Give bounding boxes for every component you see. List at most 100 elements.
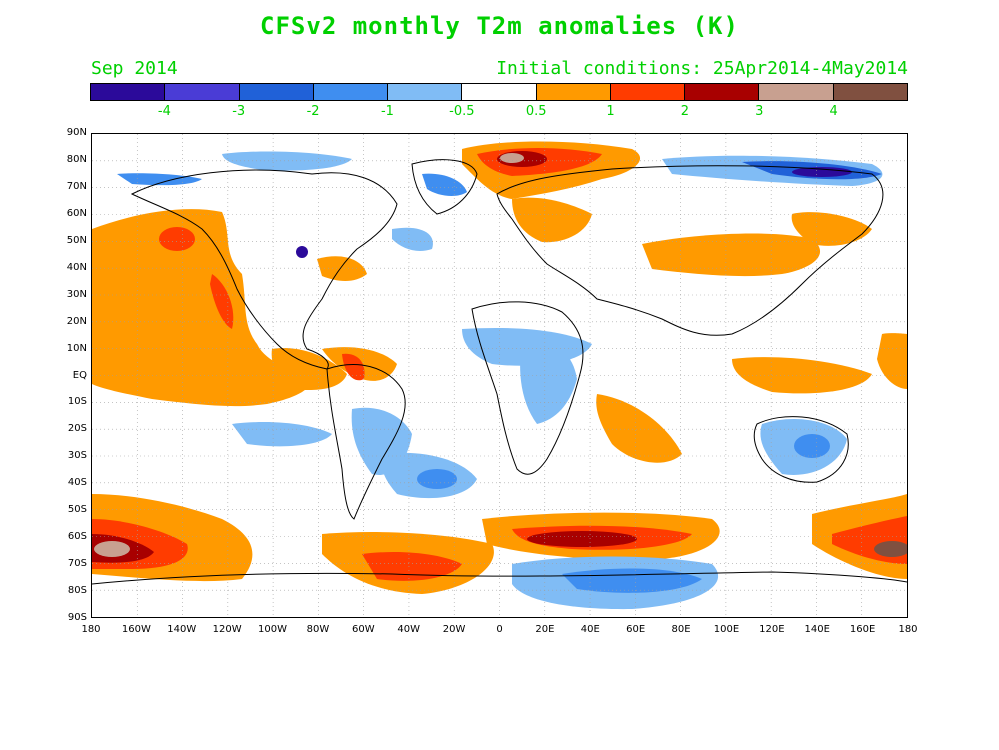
- latitude-label: 60N: [66, 207, 87, 219]
- latitude-label: 50N: [66, 234, 87, 246]
- longitude-label: 20W: [442, 624, 466, 635]
- warm-region-nw-atlantic: [317, 256, 367, 281]
- longitude-label: 160W: [121, 624, 151, 635]
- latitude-label: 20S: [67, 423, 87, 435]
- warm-region-asia: [642, 233, 821, 277]
- color-scale-label: -1: [380, 104, 394, 119]
- graticule: [92, 134, 907, 617]
- cool-region-alaska: [117, 173, 202, 186]
- cool-region-south-pacific: [232, 422, 332, 447]
- latitude-label: 60S: [67, 531, 87, 543]
- cool-region-n-atlantic: [392, 227, 433, 251]
- warm-region-europe: [512, 197, 592, 243]
- very-hot-spot-southern-east: [874, 541, 907, 557]
- warm-spot-gulf-alaska: [159, 227, 195, 251]
- color-scale-label: -0.5: [449, 104, 475, 119]
- color-scale-label: -4: [157, 104, 171, 119]
- cool-region-east-africa: [520, 342, 577, 424]
- color-scale-label: 2: [680, 104, 690, 119]
- warm-region-north-pacific: [92, 209, 313, 407]
- outline-africa: [471, 301, 584, 475]
- color-scale-label: -2: [306, 104, 320, 119]
- longitude-label: 100W: [258, 624, 288, 635]
- latitude-label: 40S: [67, 477, 87, 489]
- longitude-label: 140E: [804, 624, 830, 635]
- warm-region-maritime-continent: [732, 357, 872, 394]
- cool-spot-australia: [794, 434, 830, 458]
- latitude-label: EQ: [72, 369, 87, 381]
- color-scale-segment: [462, 84, 537, 100]
- cool-spot-hudson: [296, 246, 308, 258]
- color-scale-label: 0.5: [525, 104, 547, 119]
- latitude-label: 10N: [66, 342, 87, 354]
- anomaly-map: [91, 133, 908, 618]
- latitude-label: 90N: [66, 127, 87, 138]
- latitude-label: 80S: [67, 585, 87, 597]
- longitude-label: 120W: [212, 624, 242, 635]
- latitude-label: 40N: [66, 261, 87, 273]
- color-scale-bar: [90, 83, 908, 101]
- longitude-label: 180: [898, 624, 918, 635]
- latitude-label: 20N: [66, 315, 87, 327]
- longitude-label: 40W: [397, 624, 421, 635]
- color-scale-segment: [313, 84, 389, 100]
- latitude-label: 80N: [66, 153, 87, 165]
- outline-greenland: [411, 159, 478, 215]
- latitude-label: 90S: [67, 612, 87, 623]
- very-hot-spot-barents: [500, 153, 524, 163]
- color-scale-segment: [388, 84, 463, 100]
- longitude-label: 20E: [535, 624, 555, 635]
- longitude-label: 100E: [713, 624, 740, 635]
- latitude-label: 10S: [67, 396, 87, 408]
- latitude-label: 70S: [67, 558, 87, 570]
- color-scale-label: 4: [829, 104, 838, 119]
- longitude-label: 140W: [167, 624, 197, 635]
- outline-australia: [753, 416, 849, 483]
- color-scale-segment: [91, 84, 166, 100]
- latitude-label: 70N: [66, 180, 87, 192]
- color-scale-segment: [759, 84, 834, 100]
- cool-spot-south-atlantic: [417, 469, 457, 489]
- longitude-label: 120E: [759, 624, 785, 635]
- outline-europe-asia: [496, 165, 884, 336]
- latitude-label: 30N: [66, 288, 87, 300]
- cool-anomalies: [117, 151, 883, 610]
- warm-region-japan: [791, 212, 872, 246]
- warm-region-indian-ocean: [596, 394, 682, 463]
- color-scale-segment: [833, 84, 907, 100]
- longitude-label: 40E: [580, 624, 600, 635]
- longitude-label: 60E: [626, 624, 646, 635]
- outline-south-america: [326, 364, 406, 520]
- cool-region-greenland: [422, 173, 467, 196]
- latitude-label: 50S: [67, 504, 87, 516]
- warm-region-california: [210, 274, 234, 329]
- cool-spot-antarctica: [562, 568, 702, 593]
- continent-outlines: [92, 159, 907, 585]
- color-scale-segment: [536, 84, 611, 100]
- color-scale-label: 1: [606, 104, 615, 119]
- color-scale-segment: [165, 84, 240, 100]
- color-scale-segment: [685, 84, 760, 100]
- outline-antarctica: [92, 571, 907, 585]
- warm-spot-n-south-america: [342, 353, 365, 381]
- longitude-label: 160E: [849, 624, 876, 635]
- longitude-label: 0: [496, 624, 503, 635]
- very-hot-spot-southern-pacific: [94, 541, 130, 557]
- very-cool-spot-siberia: [792, 167, 852, 177]
- longitude-label: 80E: [671, 624, 691, 635]
- longitude-label: 80W: [306, 624, 330, 635]
- forecast-month: Sep 2014: [91, 58, 178, 79]
- color-scale-segment: [610, 84, 686, 100]
- hot-spot-southern-indian: [527, 531, 637, 547]
- latitude-label: 30S: [67, 450, 87, 462]
- outline-north-america: [130, 169, 398, 370]
- color-scale-label: -3: [232, 104, 246, 119]
- warm-anomalies: [92, 141, 907, 594]
- cool-region-canada-arctic: [222, 151, 352, 171]
- longitude-label: 60W: [352, 624, 375, 635]
- longitude-label: 180: [81, 624, 101, 635]
- color-scale-segment: [239, 84, 314, 100]
- initial-conditions: Initial conditions: 25Apr2014-4May2014: [496, 58, 908, 79]
- map-title: CFSv2 monthly T2m anomalies (K): [260, 12, 739, 40]
- color-scale-label: 3: [755, 104, 764, 119]
